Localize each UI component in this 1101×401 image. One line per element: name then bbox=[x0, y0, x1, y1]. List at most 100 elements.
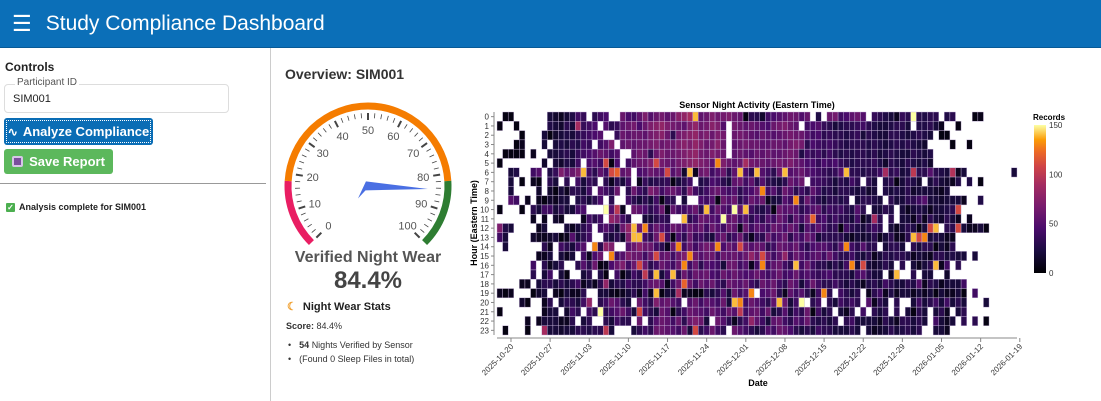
heatmap-cell bbox=[653, 316, 660, 326]
heatmap-cell bbox=[535, 232, 542, 243]
heatmap-cell bbox=[877, 204, 884, 215]
heatmap-cell bbox=[849, 148, 856, 159]
heatmap-cell bbox=[927, 288, 934, 299]
heatmap-cell bbox=[608, 148, 615, 159]
heatmap-cell bbox=[832, 158, 839, 168]
heatmap-cell bbox=[742, 121, 749, 131]
heatmap-cell bbox=[664, 325, 671, 336]
heatmap-cell bbox=[882, 204, 889, 215]
heatmap-cell bbox=[658, 232, 665, 243]
heatmap-cell bbox=[603, 139, 610, 150]
heatmap-cell bbox=[742, 223, 749, 233]
heatmap-cell bbox=[843, 232, 850, 243]
heatmap-cell bbox=[781, 158, 788, 168]
heatmap-cell bbox=[714, 297, 721, 308]
heatmap-cell bbox=[714, 167, 721, 178]
heatmap-cell bbox=[720, 288, 727, 299]
heatmap-cell bbox=[686, 204, 693, 215]
heatmap-cell bbox=[893, 111, 900, 122]
heatmap-cell bbox=[944, 269, 951, 280]
heatmap-cell bbox=[843, 297, 850, 308]
heatmap-cell bbox=[899, 130, 906, 141]
heatmap-cell bbox=[608, 186, 615, 196]
heatmap-cell bbox=[854, 158, 861, 168]
analyze-compliance-button[interactable]: ∿ Analyze Compliance bbox=[4, 118, 153, 145]
heatmap-cell bbox=[781, 195, 788, 206]
heatmap-cell bbox=[927, 130, 934, 141]
heatmap-cell bbox=[776, 223, 783, 233]
heatmap-cell bbox=[770, 288, 777, 299]
stats-heading: ☾ Night Wear Stats bbox=[287, 300, 391, 314]
y-tick-label: 17 bbox=[480, 271, 489, 280]
heatmap-cell bbox=[703, 204, 710, 215]
heatmap-cell bbox=[625, 195, 632, 206]
heatmap-cell bbox=[608, 158, 615, 168]
hamburger-icon[interactable]: ☰ bbox=[12, 10, 32, 36]
heatmap-cell bbox=[832, 297, 839, 308]
heatmap-cell bbox=[591, 241, 598, 252]
heatmap-cell bbox=[877, 306, 884, 317]
heatmap-cell bbox=[927, 186, 934, 196]
gauge-tick bbox=[397, 120, 403, 128]
heatmap-cell bbox=[731, 111, 738, 122]
heatmap-cell bbox=[603, 223, 610, 233]
heatmap-cell bbox=[535, 176, 542, 187]
heatmap-cell bbox=[932, 288, 939, 299]
heatmap-cell bbox=[742, 111, 749, 122]
heatmap-cell bbox=[658, 241, 665, 252]
heatmap-cell bbox=[647, 260, 654, 271]
heatmap-cell bbox=[770, 214, 777, 224]
heatmap-cell bbox=[726, 167, 733, 178]
heatmap-cell bbox=[765, 111, 772, 122]
heatmap-cell bbox=[653, 279, 660, 289]
heatmap-cell bbox=[893, 251, 900, 261]
heatmap-cell bbox=[720, 121, 727, 131]
heatmap-cell bbox=[826, 325, 833, 336]
heatmap-cell bbox=[877, 148, 884, 159]
heatmap-cell bbox=[821, 167, 828, 178]
heatmap-cell bbox=[675, 306, 682, 317]
heatmap-cell bbox=[558, 158, 565, 168]
heatmap-cell bbox=[804, 288, 811, 299]
heatmap-cell bbox=[703, 130, 710, 141]
heatmap-cell bbox=[619, 316, 626, 326]
heatmap-cell bbox=[910, 279, 917, 289]
heatmap-cell bbox=[709, 158, 716, 168]
participant-id-field[interactable]: Participant ID bbox=[4, 77, 229, 113]
heatmap-cell bbox=[938, 121, 945, 131]
heatmap-cell bbox=[692, 148, 699, 159]
heatmap-cell bbox=[776, 260, 783, 271]
heatmap-cell bbox=[781, 167, 788, 178]
heatmap-cell bbox=[843, 251, 850, 261]
heatmap-cell bbox=[563, 176, 570, 187]
heatmap-cell bbox=[921, 148, 928, 159]
heatmap-cell bbox=[709, 139, 716, 150]
heatmap-cell bbox=[849, 316, 856, 326]
x-tick-label: 2025-12-22 bbox=[832, 342, 868, 378]
heatmap-cell bbox=[871, 139, 878, 150]
heatmap-cell bbox=[569, 204, 576, 215]
heatmap-cell bbox=[569, 241, 576, 252]
heatmap-cell bbox=[804, 316, 811, 326]
heatmap-cell bbox=[899, 325, 906, 336]
heatmap-cell bbox=[541, 223, 548, 233]
heatmap-cell bbox=[703, 121, 710, 131]
heatmap-cell bbox=[709, 148, 716, 159]
participant-id-input[interactable] bbox=[13, 93, 213, 105]
heatmap-cell bbox=[781, 130, 788, 141]
save-report-button[interactable]: Save Report bbox=[4, 149, 113, 174]
heatmap-cell bbox=[904, 204, 911, 215]
heatmap-cell bbox=[597, 167, 604, 178]
heatmap-cell bbox=[625, 279, 632, 289]
heatmap-cell bbox=[547, 279, 554, 289]
heatmap-cell bbox=[787, 325, 794, 336]
heatmap-cell bbox=[563, 167, 570, 178]
heatmap-cell bbox=[871, 176, 878, 187]
heatmap-cell bbox=[871, 251, 878, 261]
heatmap-cell bbox=[899, 251, 906, 261]
heatmap-cell bbox=[765, 186, 772, 196]
heatmap-cell bbox=[815, 148, 822, 159]
heatmap-cell bbox=[893, 195, 900, 206]
heatmap-cell bbox=[720, 260, 727, 271]
heatmap-cell bbox=[826, 241, 833, 252]
